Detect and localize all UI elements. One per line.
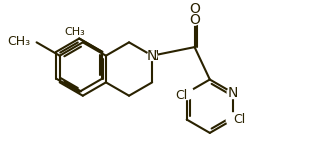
Circle shape [180,86,193,100]
Text: Cl: Cl [175,89,187,102]
Text: Cl: Cl [233,113,246,126]
Text: CH₃: CH₃ [8,35,31,48]
Text: N: N [228,86,238,100]
Text: CH₃: CH₃ [64,27,85,37]
Circle shape [190,16,199,25]
Circle shape [226,113,240,126]
Circle shape [147,51,157,60]
Text: N: N [147,49,157,63]
Text: N: N [149,49,159,63]
Text: O: O [189,13,200,27]
Circle shape [227,87,239,99]
Text: O: O [189,2,200,16]
